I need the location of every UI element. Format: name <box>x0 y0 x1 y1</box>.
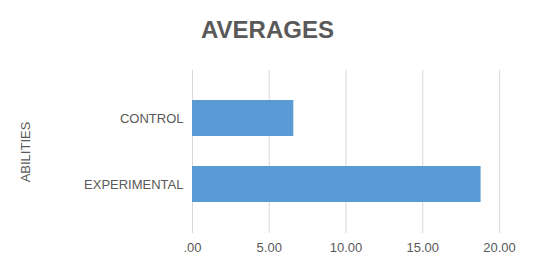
svg-text:10.00: 10.00 <box>330 240 363 255</box>
svg-text:20.00: 20.00 <box>483 240 516 255</box>
svg-text:15.00: 15.00 <box>406 240 439 255</box>
svg-text:5.00: 5.00 <box>257 240 282 255</box>
svg-text:ABILITIES: ABILITIES <box>18 121 33 182</box>
svg-text:.00: .00 <box>183 240 201 255</box>
svg-text:EXPERIMENTAL: EXPERIMENTAL <box>84 177 183 192</box>
html-text:AVERAGES: AVERAGES <box>201 16 334 43</box>
svg-text:CONTROL: CONTROL <box>120 111 184 126</box>
